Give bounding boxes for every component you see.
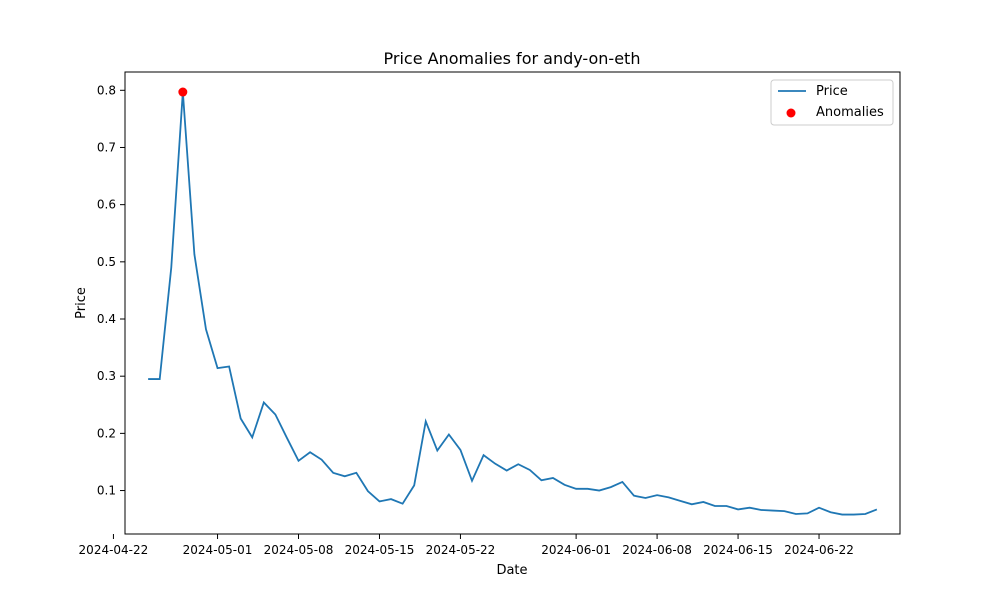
x-tick-label: 2024-06-22 — [784, 543, 854, 557]
x-tick-label: 2024-05-15 — [345, 543, 415, 557]
legend: Price Anomalies — [770, 79, 894, 126]
plot-frame — [124, 71, 901, 535]
plot-area — [125, 72, 900, 534]
y-tick-label: 0.2 — [97, 426, 116, 440]
x-tick-label: 2024-05-01 — [183, 543, 253, 557]
x-tick-label: 2024-06-15 — [703, 543, 773, 557]
y-tick-label: 0.5 — [97, 255, 116, 269]
y-tick-label: 0.4 — [97, 312, 116, 326]
x-tick-label: 2024-05-08 — [264, 543, 334, 557]
y-tick-label: 0.3 — [97, 369, 116, 383]
x-tick-label: 2024-06-01 — [541, 543, 611, 557]
y-axis-label: Price — [74, 287, 89, 319]
x-axis-label: Date — [496, 563, 527, 578]
chart-title: Price Anomalies for andy-on-eth — [384, 49, 641, 68]
x-tick-label: 2024-06-08 — [622, 543, 692, 557]
price-series-line — [148, 91, 878, 516]
anomaly-point — [178, 87, 188, 97]
y-tick-label: 0.6 — [97, 198, 116, 212]
legend-anomaly-label: Anomalies — [816, 105, 884, 120]
x-axis-ticks: 2024-04-22 2024-05-01 2024-05-08 2024-05-15… — [79, 534, 854, 557]
legend-anomaly-swatch — [786, 108, 796, 118]
y-tick-label: 0.7 — [97, 140, 116, 154]
y-axis-ticks: 0.1 0.2 0.3 0.4 0.5 0.6 0.7 0.8 — [97, 83, 125, 498]
y-tick-label: 0.1 — [97, 484, 116, 498]
y-tick-label: 0.8 — [97, 83, 116, 97]
anomaly-points — [178, 87, 188, 97]
x-tick-label: 2024-04-22 — [79, 543, 149, 557]
x-tick-label: 2024-05-22 — [426, 543, 496, 557]
legend-price-label: Price — [816, 84, 848, 99]
